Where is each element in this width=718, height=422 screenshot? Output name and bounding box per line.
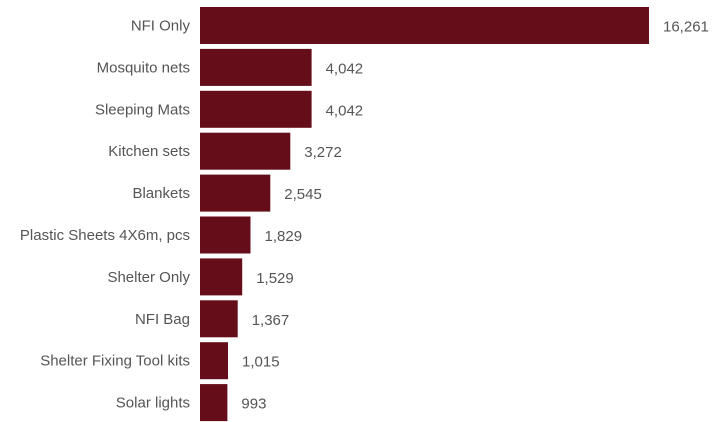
value-label: 1,367	[252, 312, 290, 329]
value-labels-group: 16,261 4,042 4,042 3,272 2,545 1,829 1,529 1,36…	[241, 19, 708, 413]
category-labels-group: NFI Only Mosquito nets Sleeping Mats Kitche…	[20, 18, 191, 412]
category-label: Sleeping Mats	[95, 101, 190, 118]
value-label: 2,545	[284, 186, 322, 203]
category-label: NFI Bag	[135, 311, 190, 328]
bars-group	[200, 7, 649, 422]
value-label: 4,042	[326, 60, 364, 77]
bar	[200, 7, 649, 44]
category-label: Shelter Fixing Tool kits	[40, 353, 190, 370]
bar	[200, 342, 228, 380]
category-label: Solar lights	[116, 395, 190, 412]
value-label: 3,272	[304, 144, 342, 161]
value-label: 993	[241, 396, 266, 413]
category-label: Plastic Sheets 4X6m, pcs	[20, 227, 190, 244]
bar	[200, 258, 243, 296]
category-label: Shelter Only	[107, 269, 190, 286]
bar	[200, 132, 291, 170]
bar	[200, 48, 312, 86]
category-label: Mosquito nets	[97, 59, 190, 76]
bar	[200, 90, 312, 128]
category-label: NFI Only	[131, 18, 191, 35]
bar	[200, 174, 271, 212]
bar	[200, 300, 238, 338]
bar	[200, 216, 251, 254]
category-label: Blankets	[132, 185, 190, 202]
value-label: 4,042	[326, 102, 364, 119]
value-label: 1,015	[242, 354, 280, 371]
value-label: 16,261	[663, 19, 709, 36]
value-label: 1,529	[256, 270, 294, 287]
bar	[200, 384, 228, 422]
category-label: Kitchen sets	[108, 143, 190, 160]
value-label: 1,829	[265, 228, 303, 245]
